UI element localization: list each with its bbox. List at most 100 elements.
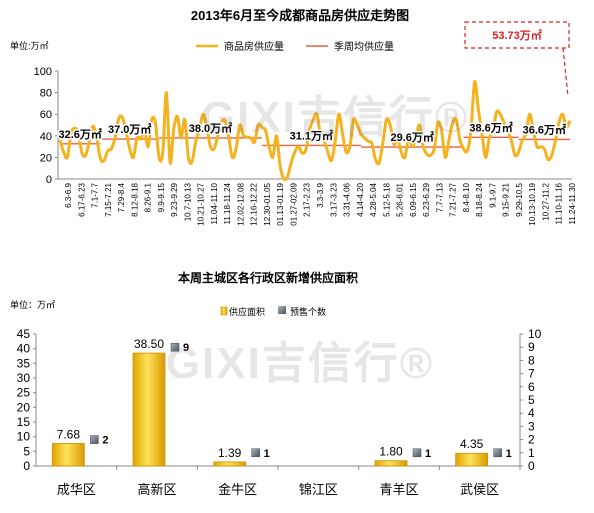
supply-bar — [132, 352, 166, 467]
chart1-x-tick-label: 6.09-6.15 — [409, 182, 418, 216]
watermark-top: GIXI吉信行® — [201, 93, 469, 142]
presale-count-label: 1 — [264, 448, 270, 460]
supply-trend-chart: 2013年6月至今成都商品房供应走势图 单位:万㎡ 商品房供应量 季周均供应量 … — [10, 8, 577, 226]
chart1-x-tick-label: 10.13-10.19 — [528, 182, 537, 225]
chart1-x-tick-label: 12.30-01.05 — [263, 182, 272, 225]
chart2-unit-label: 单位：万㎡ — [10, 299, 55, 310]
chart2-y-tick-label: 20 — [17, 400, 31, 414]
legend-avg-label: 季周均供应量 — [334, 40, 394, 53]
chart1-x-tick-label: 8.4-8.10 — [462, 182, 471, 212]
chart1-x-tick-label: 12.02-12.08 — [236, 182, 245, 225]
supply-series-line — [58, 80, 572, 182]
chart2-y-tick-label: 15 — [17, 415, 31, 429]
legend-count-swatch — [278, 306, 286, 314]
presale-count-label: 1 — [425, 448, 431, 460]
legend-supply-label: 商品房供应量 — [224, 40, 284, 53]
chart2-y2-tick-label: 1 — [528, 446, 535, 460]
legend-count-label: 预售个数 — [290, 306, 326, 317]
presale-count-marker — [493, 448, 502, 458]
supply-bar — [374, 460, 408, 467]
chart1-x-tick-label: 9.15-9.21 — [502, 182, 511, 216]
chart1-y-tick-label: 80 — [40, 88, 52, 100]
peak-callout: 53.73万㎡ — [464, 21, 570, 97]
chart1-x-tick-label: 12.16-12.22 — [250, 182, 259, 225]
chart1-x-tick-label: 2.17-2.23 — [303, 182, 312, 216]
watermark-bottom: GIXI吉信行® — [166, 339, 432, 388]
chart1-title: 2013年6月至今成都商品房供应走势图 — [191, 8, 409, 23]
presale-count-marker — [412, 448, 422, 458]
supply-bar — [455, 452, 489, 467]
avg-label: 38.0万㎡ — [189, 121, 232, 135]
chart1-x-tick-label: 11.24-11.30 — [568, 182, 577, 224]
callout-leader — [562, 47, 569, 97]
chart1-x-tick-label: 7.21-7.27 — [449, 182, 458, 216]
chart2-y2-tick-label: 6 — [528, 380, 535, 394]
watermark-text: GIXI吉信行® — [201, 93, 469, 142]
chart1-x-tick-label: 6.3-6.9 — [64, 182, 73, 207]
chart1-x-tick-label: 01.27-02.09 — [290, 182, 299, 225]
chart2-y-tick-label: 5 — [23, 444, 30, 458]
chart2-legend: 供应面积 预售个数 — [220, 306, 326, 317]
district-supply-chart: 本周主城区各行政区新增供应面积 单位：万㎡ 供应面积 预售个数 05101520… — [10, 270, 542, 497]
chart2-y-tick-label: 0 — [23, 459, 30, 473]
chart1-y-tick-label: 100 — [34, 66, 52, 78]
chart1-x-tick-label: 8.18-8.24 — [475, 182, 484, 216]
chart1-x-tick-label: 9.23-9.29 — [170, 182, 179, 216]
chart1-x-tick-label: 3.31-4.06 — [343, 182, 352, 216]
chart2-category-label: 高新区 — [137, 482, 176, 497]
presale-count-marker — [90, 435, 99, 444]
chart2-category-label: 青羊区 — [379, 482, 418, 497]
chart1-x-tick-label: 6.23-6.29 — [422, 182, 431, 216]
avg-label: 36.6万㎡ — [523, 122, 566, 136]
chart1-x-tick-label: 3.3-3.9 — [316, 182, 325, 207]
avg-label: 37.0万㎡ — [108, 122, 151, 136]
chart1-x-tick-label: 10.21-10.27 — [197, 182, 206, 225]
chart1-x-tick-label: 9.29-10.5 — [515, 182, 524, 216]
chart1-x-tick-label: 10.27-11.2 — [542, 182, 551, 220]
chart2-category-label: 锦江区 — [299, 482, 338, 497]
callout-box — [464, 21, 570, 49]
avg-label: 31.1万㎡ — [290, 128, 333, 142]
chart1-unit-label: 单位:万㎡ — [10, 40, 49, 51]
chart2-y-tick-label: 10 — [17, 430, 31, 444]
callout-label: 53.73万㎡ — [492, 28, 542, 42]
chart2-y2-tick-label: 7 — [528, 367, 535, 381]
chart1-x-tick-label: 11.04-11.10 — [210, 182, 219, 224]
chart2-y-tick-label: 35 — [17, 356, 31, 370]
supply-bar-label: 1.39 — [218, 446, 242, 460]
chart2-y2-tick-label: 9 — [528, 340, 535, 354]
chart1-x-tick-label: 11.10-11.16 — [555, 182, 564, 224]
chart1-y-tick-label: 40 — [40, 131, 52, 143]
chart1-x-tick-label: 10.7-10.13 — [183, 182, 192, 221]
chart2-y2-tick-label: 4 — [528, 406, 535, 420]
supply-bar-label: 7.68 — [57, 427, 81, 441]
presale-count-label: 1 — [506, 448, 512, 460]
chart1-x-tick-label: 8.26-9.1 — [144, 182, 153, 212]
chart1-x-tick-label: 8.12-8.18 — [130, 182, 139, 216]
supply-bar-label: 38.50 — [134, 337, 164, 351]
chart2-y2-tick-label: 10 — [528, 327, 542, 341]
supply-bar — [213, 461, 247, 467]
avg-label: 29.6万㎡ — [391, 130, 434, 144]
chart2-y2-tick-label: 2 — [528, 433, 535, 447]
chart1-x-tick-label: 9.9-9.15 — [157, 182, 166, 212]
chart1-x-tick-label: 4.28-5.04 — [369, 182, 378, 216]
chart2-y-tick-label: 25 — [17, 386, 31, 400]
supply-bar-label: 4.35 — [460, 437, 484, 451]
chart1-x-tick-label: 01.13-01.19 — [276, 182, 285, 225]
chart1-y-tick-label: 20 — [40, 152, 52, 164]
avg-label: 32.6万㎡ — [58, 127, 101, 141]
presale-count-label: 9 — [183, 342, 189, 354]
chart1-x-tick-label: 7.1-7.7 — [91, 182, 100, 207]
chart2-y-tick-label: 40 — [17, 342, 31, 356]
avg-label: 38.6万㎡ — [469, 120, 512, 134]
chart2-y2-tick-label: 0 — [528, 459, 535, 473]
chart1-x-tick-label: 7.15-7.21 — [104, 182, 113, 216]
legend-area-label: 供应面积 — [229, 306, 265, 317]
chart2-y2-tick-label: 5 — [528, 393, 535, 407]
chart1-x-tick-label: 11.18-11.24 — [223, 182, 232, 224]
chart2-title: 本周主城区各行政区新增供应面积 — [178, 270, 358, 285]
chart1-x-tick-label: 7.7-7.13 — [435, 182, 444, 212]
chart1-x-tick-label: 5.26-6.01 — [396, 182, 405, 216]
